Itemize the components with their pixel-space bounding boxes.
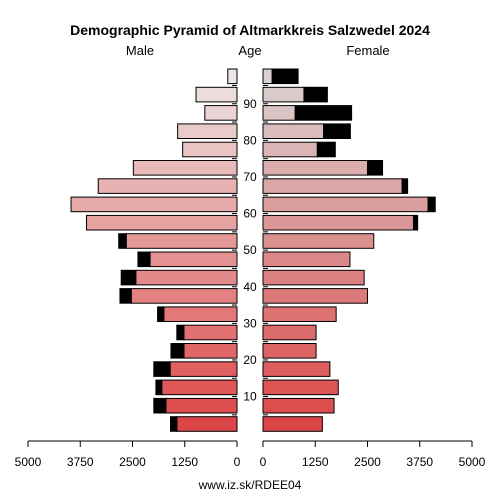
female-excess-bar xyxy=(427,196,436,213)
age-tick-label: 40 xyxy=(243,280,257,294)
female-x-tick-label: 1250 xyxy=(302,455,329,469)
female-excess-bar xyxy=(412,214,419,231)
male-excess-bar xyxy=(170,416,178,432)
male-bar xyxy=(163,306,238,322)
male-excess-bar xyxy=(119,288,132,304)
female-bar xyxy=(262,288,368,304)
male-bar xyxy=(70,196,238,213)
male-excess-bar xyxy=(153,361,171,377)
age-tick-label: 70 xyxy=(243,170,257,184)
male-excess-bar xyxy=(120,269,137,286)
female-header: Female xyxy=(346,43,389,58)
male-bar xyxy=(97,178,238,194)
male-bar xyxy=(227,68,238,85)
female-x-tick-label: 0 xyxy=(260,455,267,469)
male-bar xyxy=(195,86,238,103)
male-bar xyxy=(135,269,238,286)
male-bar xyxy=(86,214,238,231)
female-bar xyxy=(262,68,273,85)
male-excess-bar xyxy=(176,324,185,341)
female-bar xyxy=(262,178,403,194)
female-bar xyxy=(262,416,323,432)
male-bar xyxy=(204,105,238,121)
age-tick-label: 80 xyxy=(243,133,257,147)
female-bar xyxy=(262,123,325,140)
male-bar xyxy=(183,343,238,359)
male-x-tick-label: 5000 xyxy=(15,455,42,469)
age-tick-label: 20 xyxy=(243,353,257,367)
female-excess-bar xyxy=(323,123,351,140)
female-bar xyxy=(262,269,365,286)
male-bar xyxy=(161,379,238,396)
male-bar xyxy=(165,397,238,414)
male-bar xyxy=(183,324,238,341)
male-excess-bar xyxy=(155,379,163,396)
male-bars xyxy=(70,68,238,432)
female-bar xyxy=(262,324,317,341)
male-excess-bar xyxy=(137,251,151,268)
female-x-tick-label: 2500 xyxy=(354,455,381,469)
female-bar xyxy=(262,233,375,249)
female-bar xyxy=(262,343,317,359)
male-bar xyxy=(132,160,238,176)
female-bar xyxy=(262,141,318,158)
male-bar xyxy=(169,361,238,377)
male-excess-bar xyxy=(153,397,167,414)
chart-title: Demographic Pyramid of Altmarkkreis Salz… xyxy=(70,22,430,38)
male-x-tick-label: 2500 xyxy=(119,455,146,469)
female-bar xyxy=(262,379,339,396)
female-bar xyxy=(262,196,429,213)
male-excess-bar xyxy=(170,343,185,359)
female-excess-bar xyxy=(303,86,328,103)
age-header: Age xyxy=(238,43,261,58)
male-excess-bar xyxy=(118,233,127,249)
footer-source: www.iz.sk/RDEE04 xyxy=(198,478,302,492)
female-bar xyxy=(262,251,351,268)
female-excess-bar xyxy=(316,141,336,158)
female-bars xyxy=(262,68,436,432)
female-excess-bar xyxy=(294,105,353,121)
male-bar xyxy=(177,123,238,140)
female-x-tick-label: 5000 xyxy=(459,455,486,469)
female-bar xyxy=(262,160,368,176)
female-bar xyxy=(262,105,296,121)
male-bar xyxy=(176,416,238,432)
female-x-tick-label: 3750 xyxy=(406,455,433,469)
age-tick-label: 50 xyxy=(243,243,257,257)
male-x-tick-label: 0 xyxy=(234,455,241,469)
axes: 10 20 30 40 50 60 70 80 90 0 0 1250 1250 2500 2500 3750… xyxy=(15,84,486,469)
age-tick-label: 90 xyxy=(243,97,257,111)
female-bar xyxy=(262,306,337,322)
male-bar xyxy=(182,141,238,158)
female-excess-bar xyxy=(271,68,299,85)
age-tick-label: 60 xyxy=(243,207,257,221)
age-tick-label: 30 xyxy=(243,316,257,330)
female-bar xyxy=(262,361,331,377)
female-excess-bar xyxy=(401,178,409,194)
female-bar xyxy=(262,86,305,103)
female-bar xyxy=(262,397,335,414)
female-bar xyxy=(262,214,414,231)
male-excess-bar xyxy=(157,306,165,322)
male-header: Male xyxy=(126,43,154,58)
male-x-tick-label: 3750 xyxy=(67,455,94,469)
male-bar xyxy=(149,251,238,268)
male-x-tick-label: 1250 xyxy=(171,455,198,469)
male-bar xyxy=(130,288,238,304)
female-excess-bar xyxy=(367,160,384,176)
age-tick-label: 10 xyxy=(243,390,257,404)
male-bar xyxy=(125,233,238,249)
